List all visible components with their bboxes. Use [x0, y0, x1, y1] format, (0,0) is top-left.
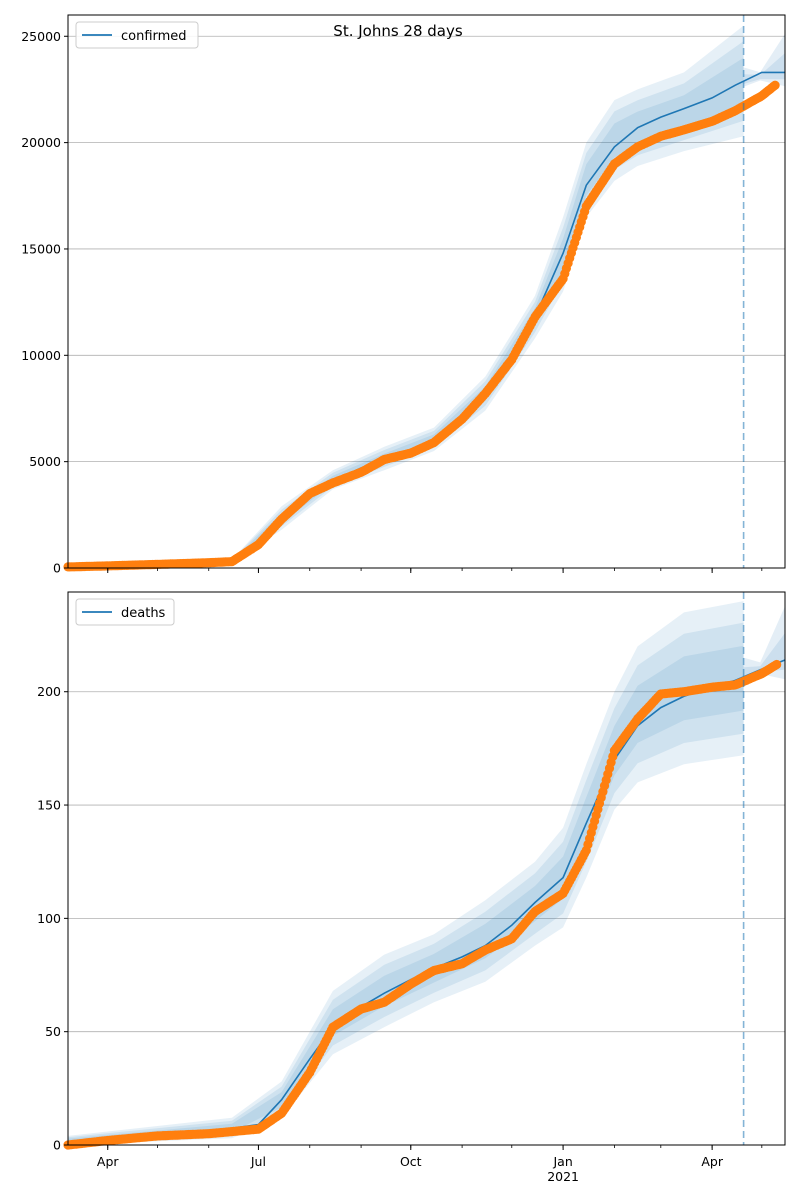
panel1-forecast-band	[743, 33, 785, 87]
panel2-uncertainty-band	[68, 601, 744, 1145]
panel1-y-tick-label: 0	[53, 561, 61, 576]
panel1-legend-label: confirmed	[121, 29, 187, 44]
panel1-y-tick-label: 25000	[21, 29, 61, 44]
panel1-uncertainty-band	[68, 57, 744, 568]
panel2-legend-box	[75, 598, 175, 626]
panel2-x-tick-label: Apr	[701, 1154, 723, 1169]
panel2-series-line-deaths	[67, 659, 786, 1146]
figure-title: St. Johns 28 days	[333, 22, 463, 40]
panel2-legend-label: deaths	[121, 606, 166, 621]
panel2-y-tick-label: 0	[53, 1138, 61, 1153]
panel2-x-tick-label: Jul	[250, 1154, 266, 1169]
panel1-y-tick-label: 15000	[21, 241, 61, 256]
panel2-y-tick-label: 50	[45, 1024, 61, 1039]
panel2-y-tick-label: 200	[37, 684, 61, 699]
panel1-y-tick-label: 5000	[29, 454, 61, 469]
panel1-y-tick-label: 20000	[21, 135, 61, 150]
panel2-uncertainty-band	[68, 622, 744, 1144]
panel2-x-tick-label: Jan	[552, 1154, 572, 1169]
panel1-axes-frame	[67, 14, 786, 569]
panel2-y-tick-label: 150	[37, 798, 61, 813]
panel2-data-point	[772, 659, 782, 670]
panel1-data-point	[770, 80, 780, 90]
panel2-x-tick-label: Oct	[400, 1154, 422, 1169]
panel1-uncertainty-band	[68, 41, 744, 568]
panel1-legend-box	[75, 21, 199, 49]
panel2-axes-frame	[67, 591, 786, 1146]
panel2-x-tick-label: Apr	[97, 1154, 119, 1169]
panel1-uncertainty-band	[68, 25, 744, 569]
panel1-y-tick-label: 10000	[21, 348, 61, 363]
panel2-x-tick-label: 2021	[547, 1169, 579, 1184]
panel2-y-tick-label: 100	[37, 911, 61, 926]
